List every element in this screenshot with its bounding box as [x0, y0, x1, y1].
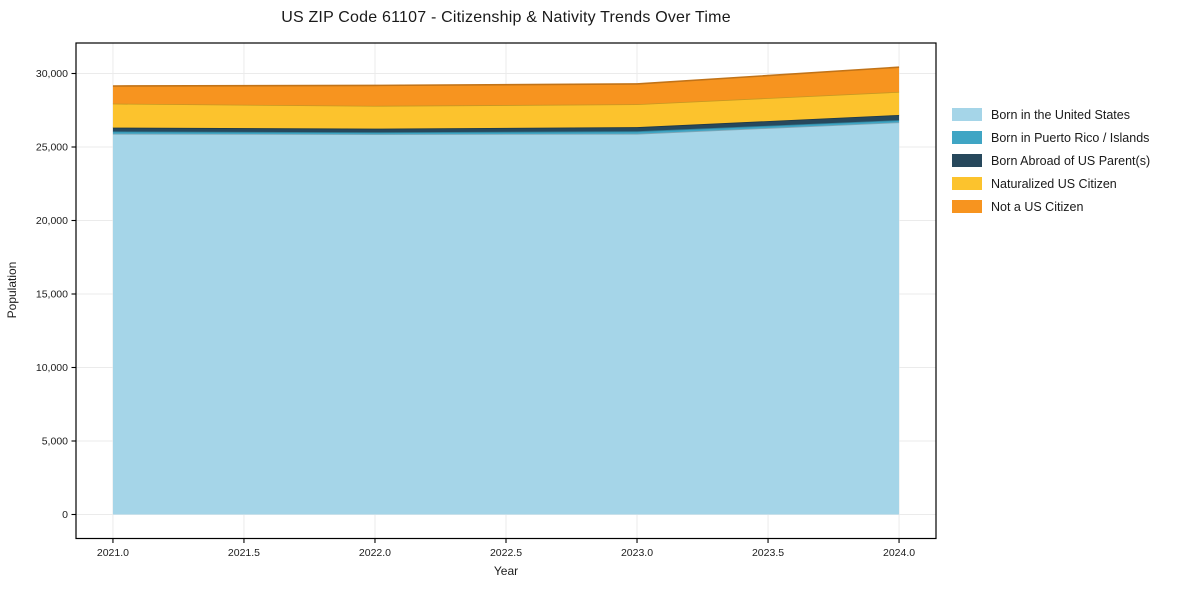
y-tick-label: 20,000 [36, 215, 68, 227]
legend-label: Born in Puerto Rico / Islands [991, 130, 1150, 145]
legend-swatch [952, 131, 982, 144]
legend-item: Born in Puerto Rico / Islands [952, 126, 1150, 149]
area-series-1-edge [112, 121, 900, 136]
area-series-1 [112, 122, 900, 515]
y-tick-label: 0 [62, 509, 68, 521]
legend-label: Not a US Citizen [991, 199, 1084, 214]
x-tick-label: 2023.5 [752, 547, 784, 559]
legend-item: Naturalized US Citizen [952, 172, 1150, 195]
x-tick-label: 2024.0 [883, 547, 915, 559]
x-tick-label: 2022.0 [359, 547, 391, 559]
y-tick-label: 5,000 [42, 436, 68, 448]
legend-label: Born in the United States [991, 107, 1130, 122]
y-tick-label: 10,000 [36, 362, 68, 374]
legend-swatch [952, 108, 982, 121]
legend-item: Born in the United States [952, 103, 1150, 126]
legend-label: Born Abroad of US Parent(s) [991, 153, 1151, 168]
x-tick-label: 2021.5 [228, 547, 260, 559]
area-series-5-edge [112, 66, 900, 87]
legend-item: Not a US Citizen [952, 195, 1150, 218]
x-tick-label: 2023.0 [621, 547, 653, 559]
y-tick-label: 25,000 [36, 142, 68, 154]
legend: Born in the United States Born in Puerto … [952, 103, 1150, 218]
y-axis-label: Population [5, 261, 19, 319]
legend-swatch [952, 177, 982, 190]
area-series-2 [112, 120, 900, 135]
legend-swatch [952, 154, 982, 167]
area-series-4 [112, 91, 900, 129]
area-series-3 [112, 114, 900, 133]
legend-item: Born Abroad of US Parent(s) [952, 149, 1150, 172]
legend-label: Naturalized US Citizen [991, 176, 1117, 191]
area-series-5 [112, 67, 900, 106]
y-tick-label: 15,000 [36, 289, 68, 301]
chart-title: US ZIP Code 61107 - Citizenship & Nativi… [281, 9, 731, 26]
y-tick-label: 30,000 [36, 68, 68, 80]
x-tick-label: 2021.0 [97, 547, 129, 559]
x-axis-label: Year [493, 564, 519, 578]
x-tick-label: 2022.5 [490, 547, 522, 559]
legend-swatch [952, 200, 982, 213]
